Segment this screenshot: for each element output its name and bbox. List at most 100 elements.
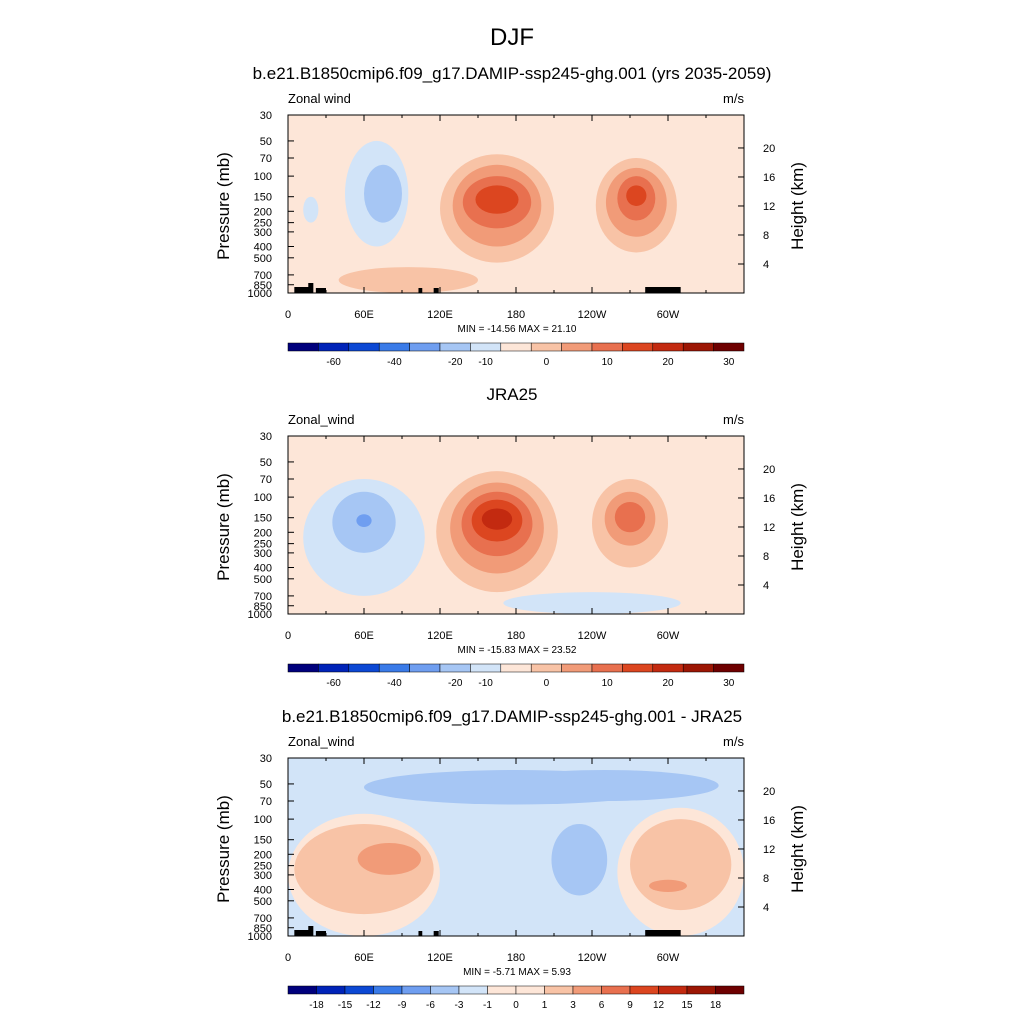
y-tick-label: 250 xyxy=(254,861,272,873)
colorbar-swatch xyxy=(530,342,562,352)
x-tick-label: 180 xyxy=(507,309,525,321)
contour-region xyxy=(475,185,519,214)
colorbar-label: 3 xyxy=(570,1000,576,1011)
contour-region xyxy=(649,879,687,892)
y-tick-label: 850 xyxy=(254,601,272,613)
contour-field xyxy=(288,436,744,614)
colorbar-swatch xyxy=(316,985,346,995)
min-max-stats: MIN = -14.56 MAX = 21.10 xyxy=(458,324,577,335)
y-tick-label: 850 xyxy=(254,923,272,935)
y-tick-label: 400 xyxy=(254,241,272,253)
y-tick-label: 200 xyxy=(254,849,272,861)
colorbar-swatch xyxy=(344,985,374,995)
colorbar-label: 6 xyxy=(599,1000,605,1011)
height-tick-label: 12 xyxy=(763,522,775,534)
topography-block xyxy=(433,931,439,936)
contour-region xyxy=(490,769,719,802)
height-tick-label: 16 xyxy=(763,815,775,827)
y-tick-label: 50 xyxy=(260,136,272,148)
colorbar-label: 0 xyxy=(513,1000,519,1011)
y-tick-label: 70 xyxy=(260,153,272,165)
y-tick-label: 300 xyxy=(254,227,272,239)
topography-block xyxy=(294,287,311,293)
y-tick-label: 150 xyxy=(254,835,272,847)
colorbar-swatch xyxy=(318,663,350,673)
contour-field xyxy=(288,758,744,936)
y-tick-label: 400 xyxy=(254,884,272,896)
contour-region xyxy=(338,267,478,293)
height-tick-label: 16 xyxy=(763,172,775,184)
colorbar-swatch xyxy=(500,663,532,673)
height-tick-label: 4 xyxy=(763,902,769,914)
min-max-stats: MIN = -15.83 MAX = 23.52 xyxy=(458,645,577,656)
topography xyxy=(294,926,681,936)
panel-left-label: Zonal_wind xyxy=(288,734,355,749)
panel-left-label: Zonal wind xyxy=(288,91,351,106)
y-tick-label: 150 xyxy=(254,513,272,525)
colorbar-label: 0 xyxy=(544,678,550,689)
y-tick-label: 500 xyxy=(254,253,272,265)
x-tick-label: 60E xyxy=(354,630,374,642)
colorbar-swatch xyxy=(601,985,631,995)
colorbar-label: -6 xyxy=(426,1000,435,1011)
topography-block xyxy=(418,931,423,936)
y-tick-label: 700 xyxy=(254,913,272,925)
colorbar-label: -18 xyxy=(309,1000,324,1011)
x-tick-label: 120W xyxy=(578,952,607,964)
topography-block xyxy=(645,287,681,293)
colorbar-label: 9 xyxy=(627,1000,633,1011)
colorbar-swatch xyxy=(348,342,380,352)
y-tick-label: 50 xyxy=(260,779,272,791)
colorbar-label: -40 xyxy=(387,357,402,368)
y-tick-label: 700 xyxy=(254,270,272,282)
y-tick-label: 30 xyxy=(260,431,272,443)
y-tick-label: 400 xyxy=(254,562,272,574)
y-tick-label: 200 xyxy=(254,527,272,539)
contour-region xyxy=(614,501,646,533)
colorbar-swatch xyxy=(409,663,441,673)
colorbar-label: 18 xyxy=(710,1000,722,1011)
y-axis-label: Pressure (mb) xyxy=(214,473,233,581)
colorbar-swatch xyxy=(458,985,488,995)
y-tick-label: 500 xyxy=(254,896,272,908)
colorbar-swatch xyxy=(439,342,471,352)
topography-block xyxy=(645,930,681,936)
colorbar-label: -60 xyxy=(326,357,341,368)
y-tick-label: 850 xyxy=(254,280,272,292)
colorbar-swatch xyxy=(287,663,319,673)
colorbar-label: -60 xyxy=(326,678,341,689)
colorbar-label: -10 xyxy=(478,678,493,689)
panel-units-label: m/s xyxy=(723,91,744,106)
y-axis-label: Pressure (mb) xyxy=(214,795,233,903)
y-tick-label: 500 xyxy=(254,574,272,586)
colorbar-label: -20 xyxy=(448,357,463,368)
x-tick-label: 60W xyxy=(657,309,680,321)
colorbar-label: 10 xyxy=(602,678,614,689)
y-tick-label: 1000 xyxy=(248,288,272,300)
height-tick-label: 12 xyxy=(763,201,775,213)
contour-region xyxy=(630,819,732,911)
colorbar-swatch xyxy=(515,985,545,995)
colorbar-label: -1 xyxy=(483,1000,492,1011)
x-tick-label: 120E xyxy=(427,309,453,321)
colorbar-label: 12 xyxy=(653,1000,665,1011)
height-tick-label: 4 xyxy=(763,580,769,592)
panel-1: b.e21.B1850cmip6.f09_g17.DAMIP-ssp245-gh… xyxy=(214,64,807,368)
colorbar-swatch xyxy=(715,985,745,995)
colorbar-swatch xyxy=(430,985,460,995)
y-tick-label: 30 xyxy=(260,753,272,765)
colorbar-swatch xyxy=(591,342,623,352)
colorbar-swatch xyxy=(682,342,714,352)
colorbar-swatch xyxy=(500,342,532,352)
colorbar-label: 30 xyxy=(723,357,735,368)
colorbar-swatch xyxy=(622,342,654,352)
height-tick-label: 12 xyxy=(763,844,775,856)
colorbar-swatch xyxy=(682,663,714,673)
colorbar-label: 30 xyxy=(723,678,735,689)
colorbar-label: -12 xyxy=(366,1000,381,1011)
colorbar-swatch xyxy=(561,663,593,673)
x-tick-label: 120W xyxy=(578,630,607,642)
height-tick-label: 8 xyxy=(763,873,769,885)
panel-title: b.e21.B1850cmip6.f09_g17.DAMIP-ssp245-gh… xyxy=(253,64,772,83)
